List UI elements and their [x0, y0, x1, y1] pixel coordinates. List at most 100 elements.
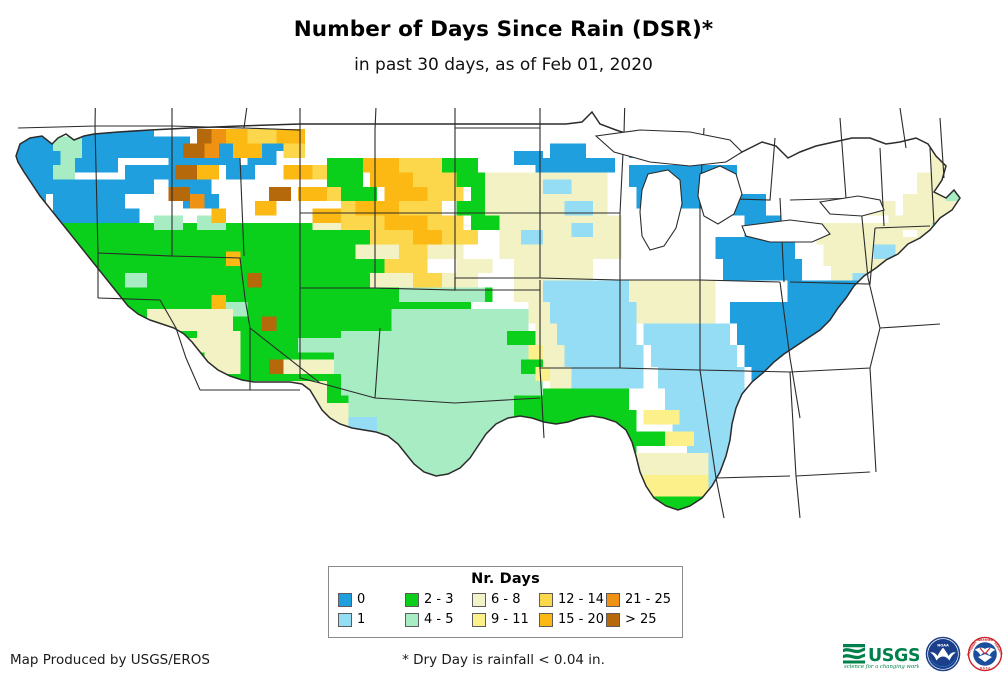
dsr-cell — [586, 237, 622, 259]
legend-swatch — [606, 592, 620, 607]
dsr-cell — [564, 345, 608, 367]
legend-entry[interactable]: 6 - 8 — [472, 591, 539, 608]
legend-entry[interactable]: 1 — [338, 611, 405, 628]
dsr-cell — [902, 194, 939, 216]
legend-title: Nr. Days — [471, 571, 540, 587]
dsr-cell — [398, 201, 442, 216]
footer-note-wrap: * Dry Day is rainfall < 0.04 in. — [0, 652, 1007, 668]
dsr-cell — [521, 230, 543, 245]
dsr-cell — [341, 374, 399, 396]
dsr-cell — [701, 366, 745, 389]
legend-entry[interactable]: 0 — [338, 591, 405, 608]
dsr-cell — [449, 352, 500, 374]
dsr-cell — [370, 273, 414, 288]
dsr-cell — [16, 143, 61, 166]
state-boundary — [299, 213, 376, 289]
legend-label: 6 - 8 — [491, 592, 521, 607]
state-boundary — [929, 147, 935, 227]
legend-swatch — [606, 612, 620, 627]
dsr-cell — [226, 251, 241, 266]
state-boundary — [699, 369, 717, 479]
legend-label: > 25 — [625, 612, 657, 627]
dsr-cell — [355, 244, 399, 259]
dsr-cell — [247, 129, 277, 144]
great-lake — [594, 129, 743, 167]
legend-label: 15 - 20 — [558, 612, 605, 627]
dsr-cell — [528, 302, 550, 324]
legend-label: 2 - 3 — [424, 592, 454, 607]
dsr-cell — [348, 395, 406, 418]
legend-entry[interactable]: 2 - 3 — [405, 591, 472, 608]
dsr-cell — [593, 302, 637, 324]
dsr-cell — [384, 186, 428, 202]
dsr-cell — [557, 323, 601, 346]
dsr-cell — [283, 165, 313, 180]
legend-swatch — [405, 592, 419, 607]
dsr-cell — [542, 388, 586, 410]
dsr-cell — [578, 158, 615, 173]
dsr-cell — [398, 330, 457, 353]
legend-entry[interactable]: 9 - 11 — [472, 611, 539, 628]
dsr-cell — [672, 453, 709, 475]
dsr-cell — [53, 194, 126, 209]
dsr-cell — [456, 374, 507, 396]
dsr-cell — [535, 366, 550, 382]
state-boundary — [619, 279, 701, 371]
legend-entry[interactable]: 21 - 25 — [606, 591, 673, 608]
conus-dsr-map — [0, 108, 1007, 548]
dsr-cell — [514, 150, 543, 166]
dsr-cell — [485, 172, 529, 194]
dsr-cell — [787, 280, 831, 302]
dsr-cell — [564, 201, 594, 216]
state-boundary — [17, 108, 96, 129]
state-boundary — [97, 297, 201, 391]
dsr-cell — [276, 129, 306, 144]
great-lake — [697, 165, 743, 225]
legend-entry[interactable]: 12 - 14 — [539, 591, 606, 608]
dsr-cell — [233, 143, 262, 158]
state-boundary — [779, 281, 801, 419]
dsr-cell — [557, 258, 594, 281]
legend-entry[interactable]: 4 - 5 — [405, 611, 472, 628]
dsr-cell — [420, 438, 478, 461]
usgs-logo[interactable]: USGS science for a changing world — [841, 638, 919, 670]
dsr-cell — [154, 215, 183, 230]
dsr-cell — [586, 388, 630, 410]
dsr-cell — [168, 186, 190, 202]
dsr-cell — [650, 345, 694, 367]
legend-swatch — [338, 612, 352, 627]
legend-entry[interactable]: > 25 — [606, 611, 673, 628]
state-boundary — [299, 288, 321, 384]
dsr-cell — [730, 302, 774, 324]
map-svg — [0, 108, 1007, 548]
state-boundary — [879, 147, 885, 227]
dsr-cell — [204, 244, 291, 266]
state-boundary — [939, 117, 945, 179]
dsr-cell — [254, 287, 356, 310]
noaa-logo[interactable]: NOAA — [925, 636, 961, 672]
dsr-cell — [247, 273, 262, 288]
dsr-cell — [442, 273, 478, 288]
dsr-cell — [406, 395, 464, 418]
dsr-cell — [190, 309, 234, 331]
dsr-cell — [665, 388, 709, 410]
state-boundary — [539, 280, 621, 369]
dsr-cell — [550, 302, 594, 324]
dsr-cell — [643, 410, 680, 425]
legend-entry[interactable]: 15 - 20 — [539, 611, 606, 628]
state-boundary — [171, 255, 251, 329]
legend-swatch — [405, 612, 419, 627]
state-boundary — [239, 157, 245, 257]
page-subtitle: in past 30 days, as of Feb 01, 2020 — [354, 55, 653, 75]
dsr-cell — [442, 287, 486, 302]
nws-logo[interactable]: WEATHER NATIONAL SERVICE N O A A — [967, 636, 1003, 672]
agency-logos: USGS science for a changing world NOAA W… — [841, 636, 1003, 672]
dsr-cell — [355, 158, 399, 173]
dsr-cell — [586, 215, 622, 238]
legend-label: 21 - 25 — [625, 592, 672, 607]
dsr-cell — [391, 352, 450, 374]
state-boundary — [455, 108, 541, 129]
